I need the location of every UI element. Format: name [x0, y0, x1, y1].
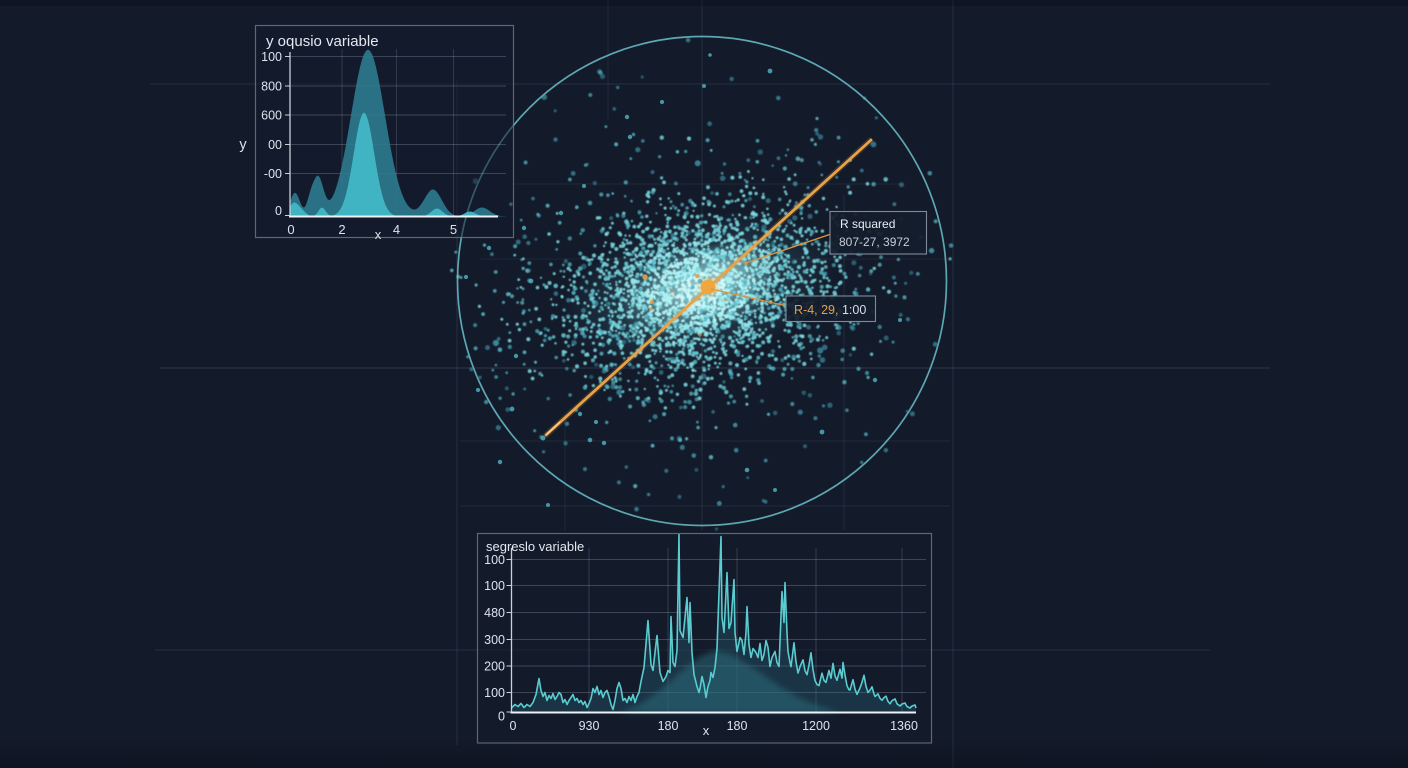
svg-text:180: 180 — [727, 719, 748, 733]
svg-text:100: 100 — [484, 553, 505, 567]
svg-text:480: 480 — [484, 606, 505, 620]
svg-text:x: x — [375, 227, 382, 242]
svg-text:R-4, 29, 1:00: R-4, 29, 1:00 — [794, 303, 866, 317]
svg-text:930: 930 — [579, 719, 600, 733]
svg-text:100: 100 — [484, 579, 505, 593]
svg-text:R squared: R squared — [840, 217, 895, 231]
svg-text:0: 0 — [510, 719, 517, 733]
svg-text:0: 0 — [498, 710, 505, 724]
svg-text:y oqusio variable: y oqusio variable — [266, 33, 379, 50]
svg-text:180: 180 — [658, 719, 679, 733]
svg-text:1360: 1360 — [890, 719, 918, 733]
svg-text:100: 100 — [484, 686, 505, 700]
svg-text:0: 0 — [287, 222, 294, 237]
svg-text:x: x — [703, 723, 710, 738]
svg-text:5: 5 — [450, 222, 457, 237]
svg-text:y: y — [239, 137, 247, 153]
svg-text:100: 100 — [261, 50, 282, 64]
svg-text:-00: -00 — [264, 167, 282, 181]
svg-text:600: 600 — [261, 109, 282, 123]
svg-text:300: 300 — [484, 633, 505, 647]
svg-text:1200: 1200 — [802, 719, 830, 733]
svg-text:segreslo variable: segreslo variable — [486, 539, 584, 554]
svg-text:2: 2 — [338, 222, 345, 237]
svg-text:4: 4 — [393, 222, 400, 237]
svg-text:0: 0 — [275, 204, 282, 218]
svg-text:200: 200 — [484, 660, 505, 674]
svg-text:800: 800 — [261, 80, 282, 94]
svg-text:807-27, 3972: 807-27, 3972 — [839, 235, 910, 249]
svg-text:00: 00 — [268, 138, 282, 152]
